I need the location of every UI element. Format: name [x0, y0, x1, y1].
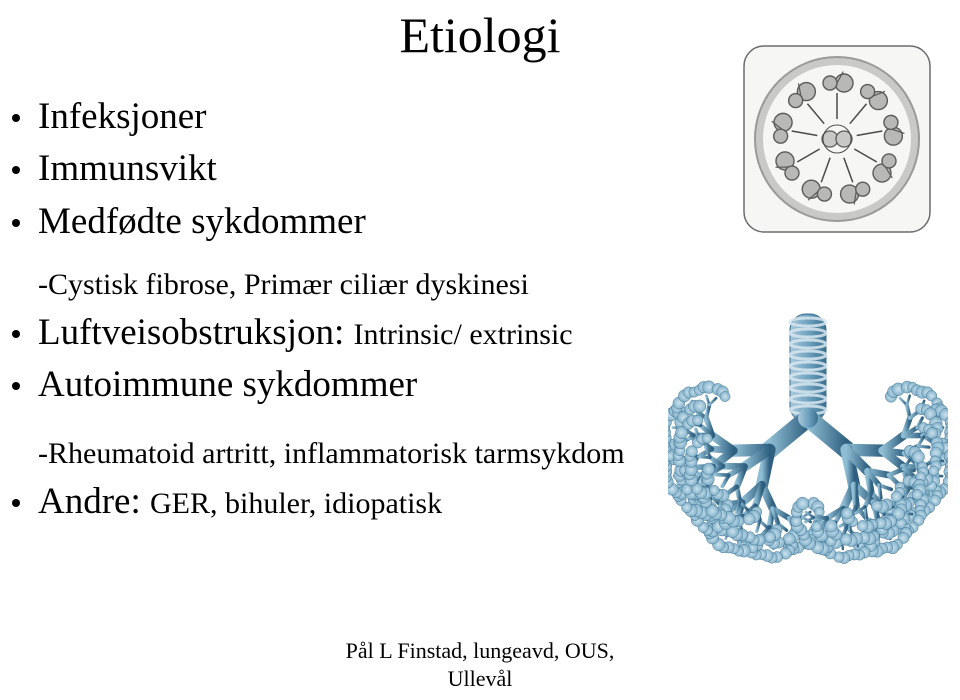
bronchial-tree-diagram	[668, 310, 948, 600]
footer-line-2: Ullevål	[0, 665, 960, 693]
bullet-list: Infeksjoner Immunsvikt Medfødte sykdomme…	[12, 88, 692, 526]
bullet-item-immunsvikt: Immunsvikt	[12, 146, 692, 192]
bullet-dot	[12, 166, 20, 174]
bullet-item-infeksjoner: Infeksjoner	[12, 94, 692, 140]
bullet-text: Autoimmune sykdommer	[38, 362, 417, 408]
bullet-text-head: Luftveisobstruksjon:	[38, 312, 354, 353]
bullet-item-andre: Andre: GER, bihuler, idiopatisk	[12, 479, 692, 525]
bullet-dot	[12, 330, 20, 338]
bullet-text-tail: GER, bihuler, idiopatisk	[150, 487, 442, 520]
bullet-text: Luftveisobstruksjon: Intrinsic/ extrinsi…	[38, 310, 573, 356]
bullet-subtext-medfodte: -Cystisk fibrose, Primær ciliær dyskines…	[38, 265, 692, 304]
bullet-text: Medfødte sykdommer	[38, 199, 366, 245]
bullet-text: Andre: GER, bihuler, idiopatisk	[38, 479, 442, 525]
bullet-text: Immunsvikt	[38, 146, 217, 192]
bullet-dot	[12, 499, 20, 507]
bullet-text: Infeksjoner	[38, 94, 207, 140]
bullet-dot	[12, 382, 20, 390]
slide-footer: Pål L Finstad, lungeavd, OUS, Ullevål	[0, 637, 960, 692]
cilia-cross-section-diagram	[742, 44, 932, 234]
footer-line-1: Pål L Finstad, lungeavd, OUS,	[0, 637, 960, 665]
bullet-subtext-autoimmune: -Rheumatoid artritt, inflammatorisk tarm…	[38, 434, 692, 473]
bullet-dot	[12, 219, 20, 227]
bullet-dot	[12, 114, 20, 122]
bullet-text-tail: Intrinsic/ extrinsic	[354, 318, 573, 351]
bullet-text-head: Andre:	[38, 481, 150, 522]
bullet-item-medfodte: Medfødte sykdommer	[12, 199, 692, 245]
bullet-item-autoimmune: Autoimmune sykdommer	[12, 362, 692, 408]
bullet-item-luftveis: Luftveisobstruksjon: Intrinsic/ extrinsi…	[12, 310, 692, 356]
